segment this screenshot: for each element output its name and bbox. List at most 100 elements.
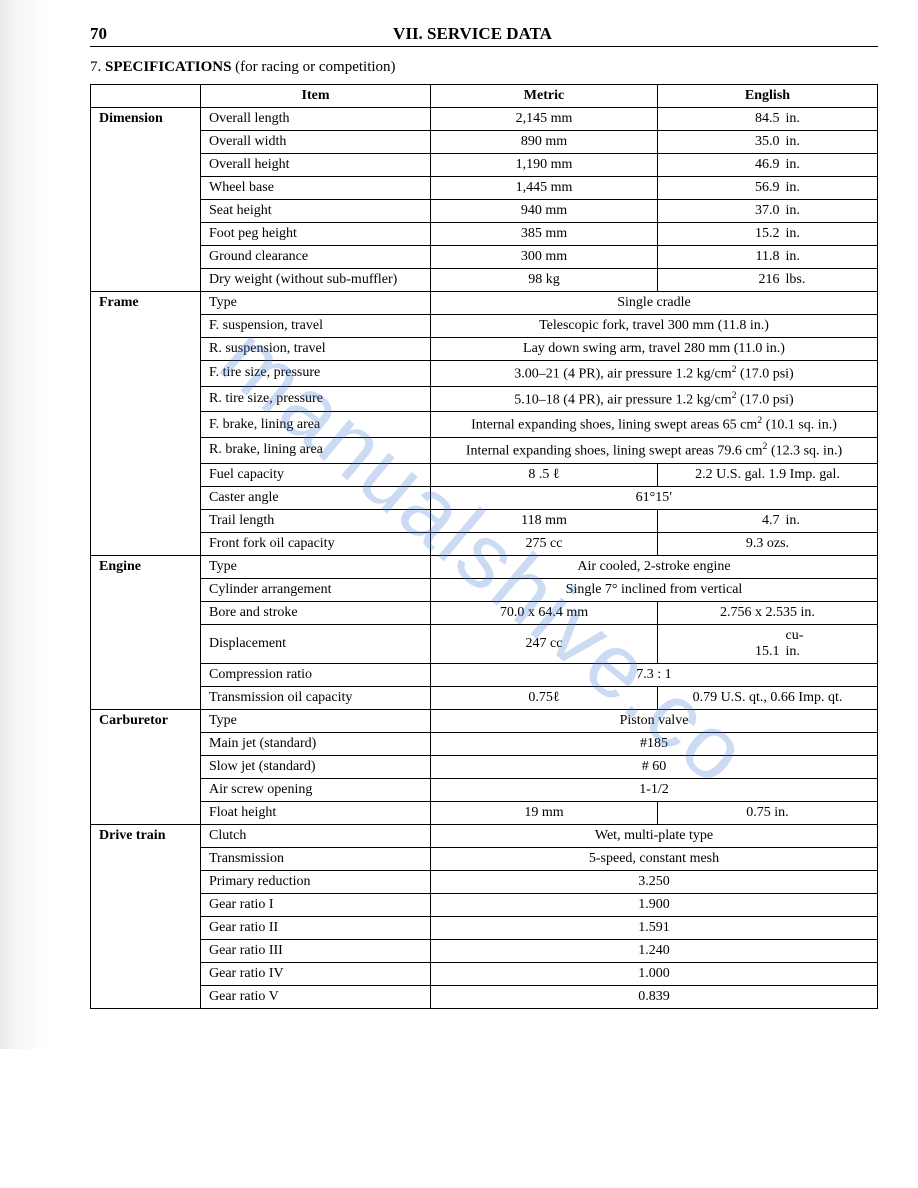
table-row: Gear ratio II1.591 <box>91 916 878 939</box>
section-title: 7. SPECIFICATIONS (for racing or competi… <box>90 59 878 76</box>
header-english: English <box>658 85 878 108</box>
table-row: Trail length118 mm 4.7 in. <box>91 509 878 532</box>
item-cell: Type <box>201 555 431 578</box>
page-header-title: VII. SERVICE DATA <box>107 24 878 44</box>
english-cell: 15.1cu-in. <box>658 624 878 663</box>
table-row: Front fork oil capacity275 cc9.3 ozs. <box>91 532 878 555</box>
table-row: Gear ratio I1.900 <box>91 893 878 916</box>
table-body: DimensionOverall length2,145 mm84.5in.Ov… <box>91 108 878 1009</box>
table-row: Gear ratio IV1.000 <box>91 962 878 985</box>
table-row: Dry weight (without sub-muffler)98 kg216… <box>91 269 878 292</box>
item-cell: Transmission <box>201 847 431 870</box>
metric-cell: 70.0 x 64.4 mm <box>431 601 658 624</box>
merged-value-cell: Single 7° inclined from vertical <box>431 578 878 601</box>
english-value: 4.7 <box>720 513 780 529</box>
merged-value-cell: Wet, multi-plate type <box>431 824 878 847</box>
item-cell: Gear ratio IV <box>201 962 431 985</box>
item-cell: Front fork oil capacity <box>201 532 431 555</box>
metric-cell: 300 mm <box>431 246 658 269</box>
table-row: Transmission oil capacity0.75ℓ0.79 U.S. … <box>91 686 878 709</box>
table-row: R. suspension, travelLay down swing arm,… <box>91 338 878 361</box>
merged-value-cell: 1.900 <box>431 893 878 916</box>
item-cell: Type <box>201 709 431 732</box>
metric-cell: 0.75ℓ <box>431 686 658 709</box>
merged-value-cell: 3.250 <box>431 870 878 893</box>
english-value: 15.2 <box>720 226 780 242</box>
table-row: F. suspension, travelTelescopic fork, tr… <box>91 315 878 338</box>
item-cell: Overall length <box>201 108 431 131</box>
metric-cell: 118 mm <box>431 509 658 532</box>
item-cell: Transmission oil capacity <box>201 686 431 709</box>
english-cell: 15.2in. <box>658 223 878 246</box>
english-unit: cu-in. <box>786 628 816 660</box>
section-title-bold: SPECIFICATIONS <box>105 59 231 75</box>
merged-value-cell: Telescopic fork, travel 300 mm (11.8 in.… <box>431 315 878 338</box>
table-row: F. tire size, pressure3.00–21 (4 PR), ai… <box>91 361 878 387</box>
metric-cell: 890 mm <box>431 131 658 154</box>
table-row: Wheel base1,445 mm56.9in. <box>91 177 878 200</box>
merged-value-cell: 1.240 <box>431 939 878 962</box>
table-row: Air screw opening1-1/2 <box>91 778 878 801</box>
table-row: Float height19 mm0.75 in. <box>91 801 878 824</box>
english-cell: 37.0in. <box>658 200 878 223</box>
merged-value-cell: 1-1/2 <box>431 778 878 801</box>
item-cell: Gear ratio V <box>201 985 431 1008</box>
table-row: Compression ratio7.3 : 1 <box>91 663 878 686</box>
item-cell: Main jet (standard) <box>201 732 431 755</box>
english-cell: 2.2 U.S. gal. 1.9 Imp. gal. <box>658 463 878 486</box>
english-value: 11.8 <box>720 249 780 265</box>
item-cell: F. brake, lining area <box>201 412 431 438</box>
metric-cell: 385 mm <box>431 223 658 246</box>
item-cell: Caster angle <box>201 486 431 509</box>
table-row: Primary reduction3.250 <box>91 870 878 893</box>
category-cell: Dimension <box>91 108 201 292</box>
item-cell: Slow jet (standard) <box>201 755 431 778</box>
item-cell: Fuel capacity <box>201 463 431 486</box>
table-row: Overall width890 mm 35.0 in. <box>91 131 878 154</box>
section-number: 7. <box>90 59 101 75</box>
english-cell: 35.0 in. <box>658 131 878 154</box>
item-cell: Cylinder arrangement <box>201 578 431 601</box>
metric-cell: 1,190 mm <box>431 154 658 177</box>
english-value: 37.0 <box>720 203 780 219</box>
english-value: 35.0 <box>720 134 780 150</box>
item-cell: R. tire size, pressure <box>201 386 431 412</box>
item-cell: Air screw opening <box>201 778 431 801</box>
table-row: Overall height1,190 mm46.9in. <box>91 154 878 177</box>
merged-value-cell: 3.00–21 (4 PR), air pressure 1.2 kg/cm2 … <box>431 361 878 387</box>
item-cell: F. tire size, pressure <box>201 361 431 387</box>
page-number: 70 <box>90 24 107 44</box>
metric-cell: 8 .5 ℓ <box>431 463 658 486</box>
english-unit: lbs. <box>786 272 816 288</box>
item-cell: Type <box>201 292 431 315</box>
category-cell: Drive train <box>91 824 201 1008</box>
merged-value-cell: Lay down swing arm, travel 280 mm (11.0 … <box>431 338 878 361</box>
item-cell: Trail length <box>201 509 431 532</box>
item-cell: Gear ratio II <box>201 916 431 939</box>
scan-shadow <box>0 0 50 1049</box>
english-unit: in. <box>786 134 816 150</box>
category-cell: Engine <box>91 555 201 709</box>
header-blank <box>91 85 201 108</box>
english-cell: 56.9in. <box>658 177 878 200</box>
english-cell: 2.756 x 2.535 in. <box>658 601 878 624</box>
merged-value-cell: 1.000 <box>431 962 878 985</box>
table-row: Transmission5-speed, constant mesh <box>91 847 878 870</box>
table-row: Drive trainClutchWet, multi-plate type <box>91 824 878 847</box>
merged-value-cell: Single cradle <box>431 292 878 315</box>
table-header-row: Item Metric English <box>91 85 878 108</box>
item-cell: R. suspension, travel <box>201 338 431 361</box>
metric-cell: 98 kg <box>431 269 658 292</box>
item-cell: Compression ratio <box>201 663 431 686</box>
item-cell: F. suspension, travel <box>201 315 431 338</box>
table-head: Item Metric English <box>91 85 878 108</box>
english-unit: in. <box>786 180 816 196</box>
merged-value-cell: 61°15′ <box>431 486 878 509</box>
item-cell: Float height <box>201 801 431 824</box>
table-row: Fuel capacity8 .5 ℓ2.2 U.S. gal. 1.9 Imp… <box>91 463 878 486</box>
english-cell: 9.3 ozs. <box>658 532 878 555</box>
item-cell: Overall width <box>201 131 431 154</box>
table-row: Cylinder arrangementSingle 7° inclined f… <box>91 578 878 601</box>
english-unit: in. <box>786 513 816 529</box>
header-item: Item <box>201 85 431 108</box>
